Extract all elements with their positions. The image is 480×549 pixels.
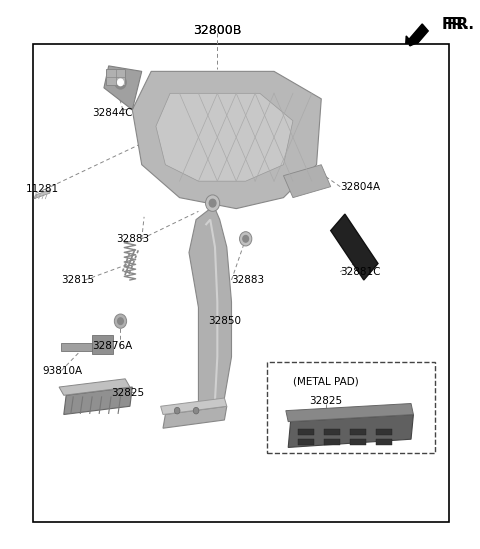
Polygon shape xyxy=(106,69,125,85)
Polygon shape xyxy=(161,398,227,414)
Text: 11281: 11281 xyxy=(26,184,59,194)
Text: 32844C: 32844C xyxy=(92,108,132,117)
Circle shape xyxy=(243,236,249,242)
Text: 32815: 32815 xyxy=(61,275,95,285)
Polygon shape xyxy=(132,71,321,209)
Bar xyxy=(33,44,449,522)
Polygon shape xyxy=(64,387,132,414)
Circle shape xyxy=(205,195,220,211)
Bar xyxy=(267,362,435,453)
Polygon shape xyxy=(286,404,413,422)
Circle shape xyxy=(118,79,123,86)
Text: 32800B: 32800B xyxy=(193,24,241,37)
Polygon shape xyxy=(331,214,378,280)
Bar xyxy=(298,429,314,435)
Text: 32883: 32883 xyxy=(116,234,149,244)
Polygon shape xyxy=(104,66,142,110)
Circle shape xyxy=(114,314,127,328)
Polygon shape xyxy=(284,165,331,198)
Polygon shape xyxy=(288,414,413,447)
Circle shape xyxy=(193,407,199,414)
Text: 32804A: 32804A xyxy=(340,182,380,192)
Polygon shape xyxy=(59,379,130,395)
Bar xyxy=(376,429,392,435)
Text: FR.: FR. xyxy=(442,17,470,32)
Circle shape xyxy=(209,199,216,207)
Text: 32881C: 32881C xyxy=(340,267,381,277)
Circle shape xyxy=(115,76,126,89)
Polygon shape xyxy=(92,335,113,354)
Text: 32825: 32825 xyxy=(310,396,343,406)
Circle shape xyxy=(240,232,252,246)
Text: 93810A: 93810A xyxy=(43,366,83,376)
Text: 32876A: 32876A xyxy=(92,341,132,351)
Polygon shape xyxy=(61,343,104,351)
FancyArrow shape xyxy=(406,24,428,51)
Text: 32883: 32883 xyxy=(231,275,264,285)
Polygon shape xyxy=(163,406,227,428)
Text: 32825: 32825 xyxy=(111,388,144,397)
Polygon shape xyxy=(189,209,231,417)
Circle shape xyxy=(118,318,123,324)
Text: 32850: 32850 xyxy=(208,316,241,326)
Bar xyxy=(298,439,314,445)
Bar xyxy=(349,429,366,435)
Text: (METAL PAD): (METAL PAD) xyxy=(293,377,359,386)
Polygon shape xyxy=(156,93,293,181)
Bar xyxy=(324,439,340,445)
Bar xyxy=(349,439,366,445)
Polygon shape xyxy=(34,189,51,199)
Text: FR.: FR. xyxy=(446,17,474,32)
Circle shape xyxy=(174,407,180,414)
Bar xyxy=(376,439,392,445)
Bar xyxy=(324,429,340,435)
Text: 32800B: 32800B xyxy=(193,24,241,37)
